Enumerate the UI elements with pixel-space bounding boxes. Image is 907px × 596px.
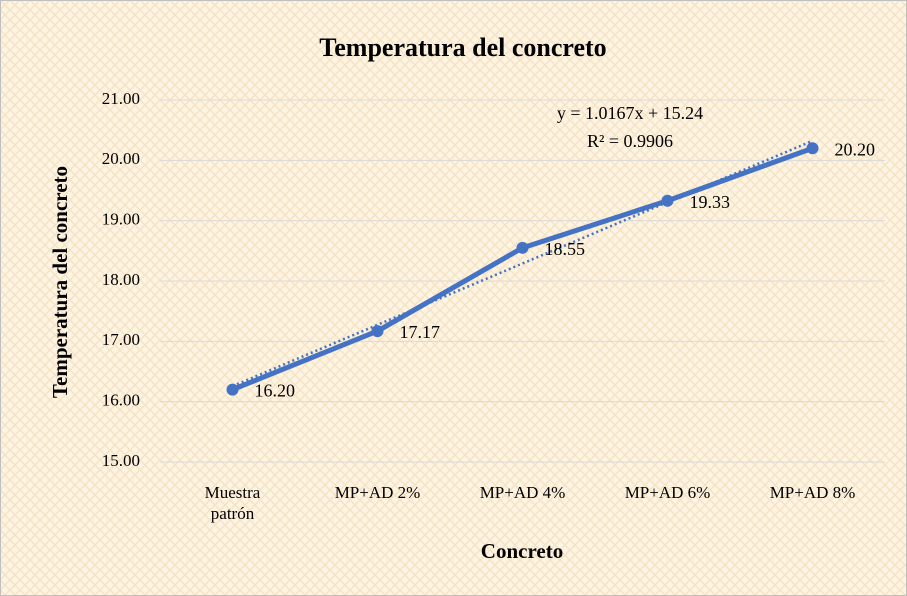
y-tick-label: 16.00: [102, 391, 140, 410]
data-label: 20.20: [835, 139, 876, 159]
x-tick-label: MP+AD 8%: [769, 483, 856, 502]
data-label: 19.33: [690, 192, 731, 212]
y-tick-label: 17.00: [102, 330, 140, 349]
trendline-equation: y = 1.0167x + 15.24: [557, 103, 703, 123]
data-label: 16.20: [255, 381, 296, 401]
y-axis-title: Temperatura del concreto: [48, 166, 72, 398]
data-label: 18.55: [545, 239, 586, 259]
trendline-r-squared: R² = 0.9906: [587, 131, 673, 151]
data-point: [661, 194, 674, 207]
y-tick-label: 21.00: [102, 89, 140, 108]
data-label: 17.17: [400, 322, 441, 342]
y-tick-label: 18.00: [102, 270, 140, 289]
x-tick-label: MP+AD 4%: [479, 483, 566, 502]
data-point: [226, 383, 239, 396]
y-tick-label: 19.00: [102, 210, 140, 229]
y-tick-label: 15.00: [102, 451, 140, 470]
x-tick-label: MP+AD 6%: [624, 483, 711, 502]
x-tick-label: MP+AD 2%: [334, 483, 421, 502]
data-point: [806, 142, 819, 155]
y-tick-label: 20.00: [102, 149, 140, 168]
data-point: [371, 325, 384, 338]
x-axis-title: Concreto: [481, 539, 563, 563]
data-point: [516, 241, 529, 254]
chart-title: Temperatura del concreto: [319, 33, 606, 62]
x-tick-label: Muestra patrón: [204, 483, 261, 523]
